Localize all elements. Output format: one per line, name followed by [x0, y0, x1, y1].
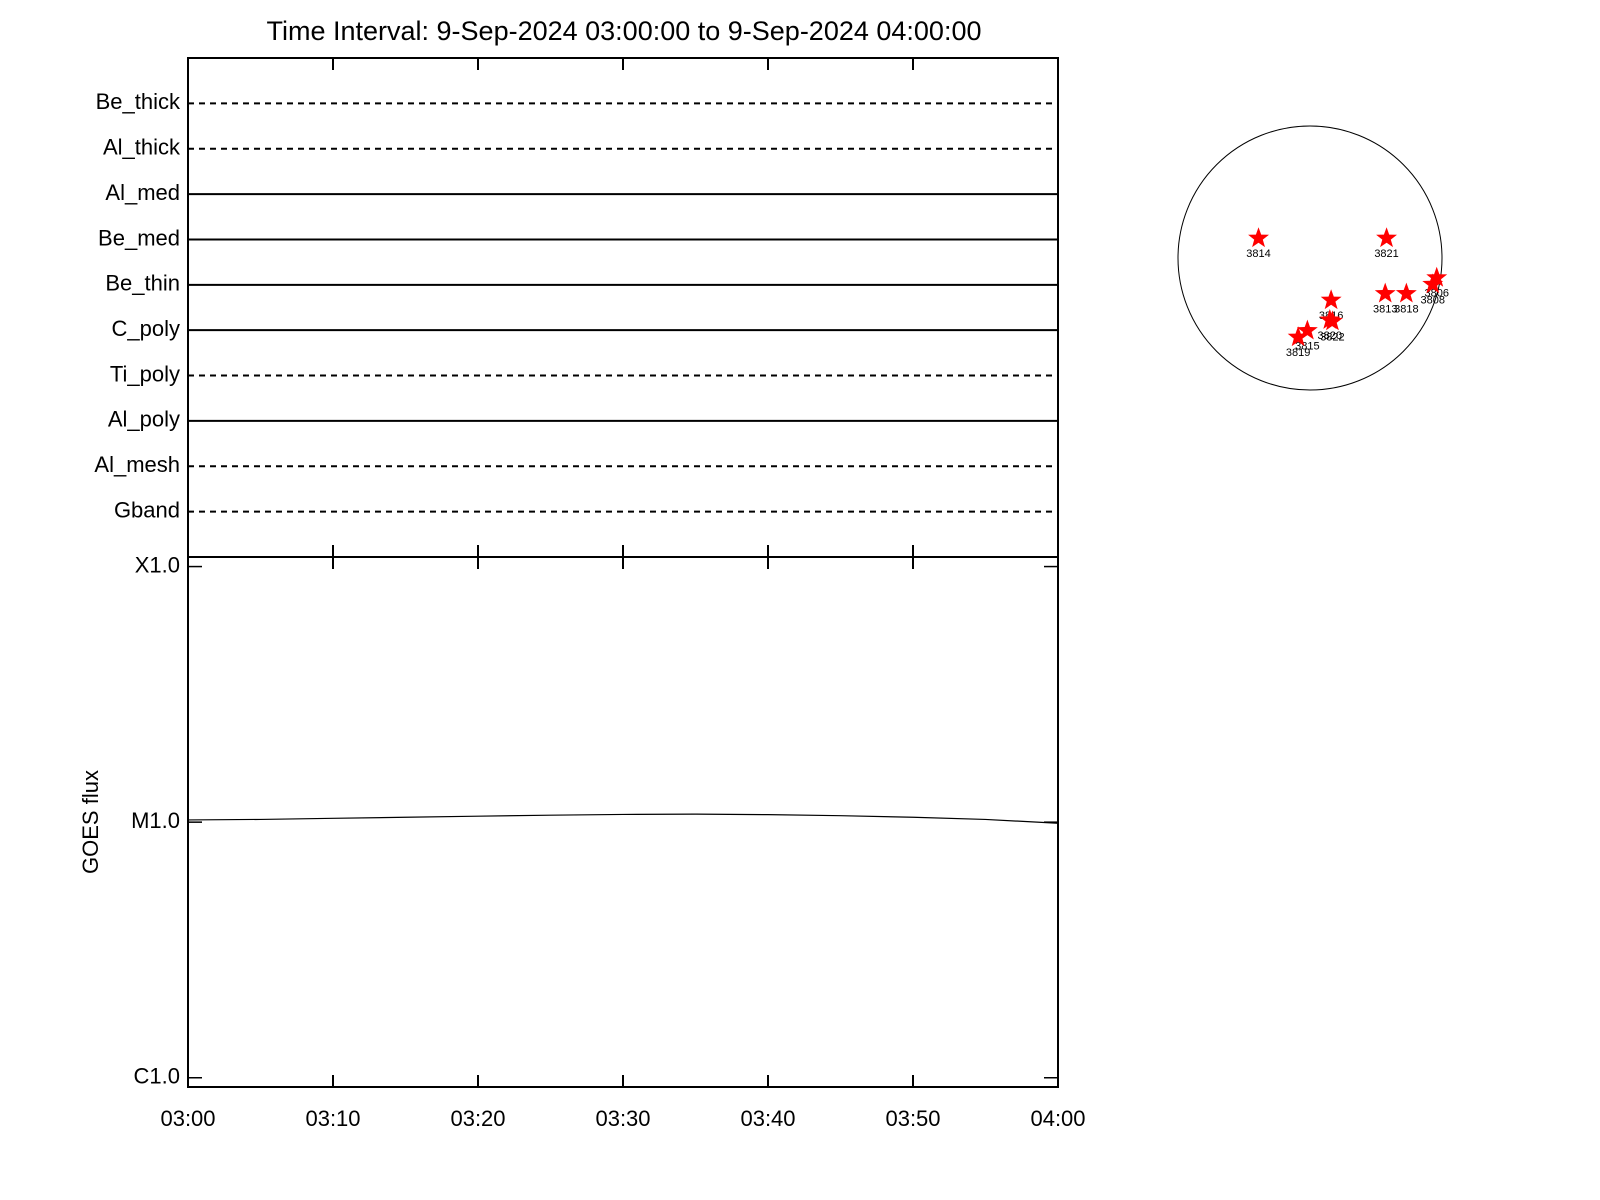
x-tick-label: 03:10 — [305, 1106, 360, 1131]
y-tick-label: M1.0 — [131, 808, 180, 833]
row-label: Al_med — [105, 180, 180, 205]
y-tick-label: C1.0 — [134, 1064, 180, 1089]
x-tick-label: 03:30 — [595, 1106, 650, 1131]
x-tick-label: 03:20 — [450, 1106, 505, 1131]
region-label: 3821 — [1374, 248, 1398, 260]
row-label: Gband — [114, 497, 180, 522]
region-marker — [1248, 227, 1269, 248]
region-marker — [1422, 273, 1444, 294]
region-marker — [1426, 266, 1448, 287]
row-label: Be_thick — [96, 89, 181, 114]
row-label: Be_thin — [105, 271, 180, 296]
region-label: 3820 — [1318, 330, 1342, 342]
plot-frame — [187, 57, 1059, 1088]
region-label: 3808 — [1421, 294, 1445, 306]
region-label: 3822 — [1320, 331, 1344, 343]
row-label: Be_med — [98, 225, 180, 250]
region-marker — [1322, 310, 1343, 331]
region-marker — [1395, 282, 1417, 303]
region-label: 3813 — [1373, 304, 1397, 316]
x-tick-label: 04:00 — [1030, 1106, 1085, 1131]
region-label: 3819 — [1286, 347, 1310, 359]
region-marker — [1320, 289, 1342, 310]
region-marker — [1287, 326, 1309, 347]
row-label: Al_mesh — [94, 452, 180, 477]
region-label: 3814 — [1246, 248, 1270, 260]
flux-line — [187, 813, 1059, 824]
row-label: Al_thick — [103, 135, 181, 160]
row-label: C_poly — [112, 316, 180, 341]
region-marker — [1296, 319, 1318, 340]
region-marker — [1376, 227, 1397, 248]
region-marker — [1374, 282, 1396, 303]
x-tick-label: 03:00 — [160, 1106, 215, 1131]
row-label: Ti_poly — [110, 361, 180, 386]
region-label: 3806 — [1424, 288, 1448, 300]
region-label: 3818 — [1394, 304, 1418, 316]
x-tick-label: 03:50 — [885, 1106, 940, 1131]
row-label: Al_poly — [108, 407, 180, 432]
x-tick-label: 03:40 — [740, 1106, 795, 1131]
y-tick-label: X1.0 — [135, 552, 180, 577]
y-axis-label: GOES flux — [78, 770, 103, 874]
solar-disk — [1177, 125, 1443, 391]
chart-title: Time Interval: 9-Sep-2024 03:00:00 to 9-… — [267, 16, 982, 46]
